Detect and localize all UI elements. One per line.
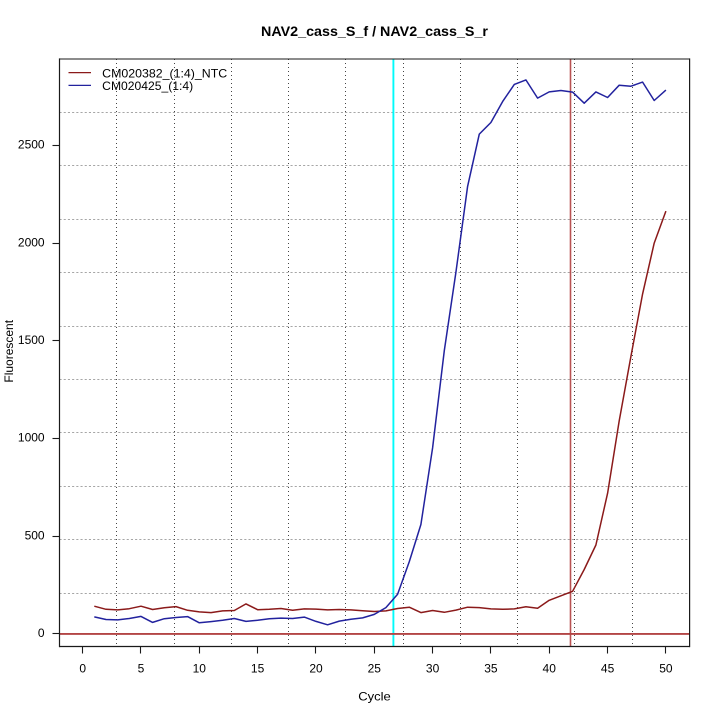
svg-text:15: 15 (251, 662, 265, 676)
svg-text:20: 20 (309, 662, 323, 676)
svg-text:0: 0 (79, 662, 86, 676)
svg-text:40: 40 (543, 662, 557, 676)
svg-text:2500: 2500 (18, 138, 45, 152)
svg-text:CM020382_(1:4)_NTC: CM020382_(1:4)_NTC (102, 66, 227, 80)
svg-text:0: 0 (38, 626, 45, 640)
svg-text:35: 35 (484, 662, 498, 676)
svg-text:Cycle: Cycle (358, 690, 391, 704)
svg-text:45: 45 (601, 662, 615, 676)
svg-text:CM020425_(1:4): CM020425_(1:4) (102, 79, 193, 93)
svg-text:2000: 2000 (18, 235, 45, 249)
svg-text:Fluorescent: Fluorescent (2, 319, 16, 382)
svg-text:50: 50 (659, 662, 673, 676)
svg-text:500: 500 (25, 528, 45, 542)
svg-text:1500: 1500 (18, 333, 45, 347)
svg-text:25: 25 (368, 662, 382, 676)
svg-text:5: 5 (138, 662, 145, 676)
svg-text:30: 30 (426, 662, 440, 676)
svg-text:10: 10 (193, 662, 207, 676)
svg-text:NAV2_cass_S_f / NAV2_cass_S_r: NAV2_cass_S_f / NAV2_cass_S_r (261, 24, 489, 39)
svg-text:1000: 1000 (18, 431, 45, 445)
